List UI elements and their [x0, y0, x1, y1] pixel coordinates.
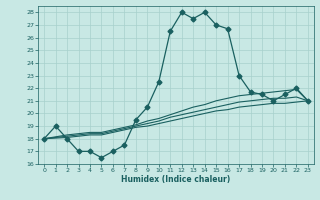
X-axis label: Humidex (Indice chaleur): Humidex (Indice chaleur): [121, 175, 231, 184]
